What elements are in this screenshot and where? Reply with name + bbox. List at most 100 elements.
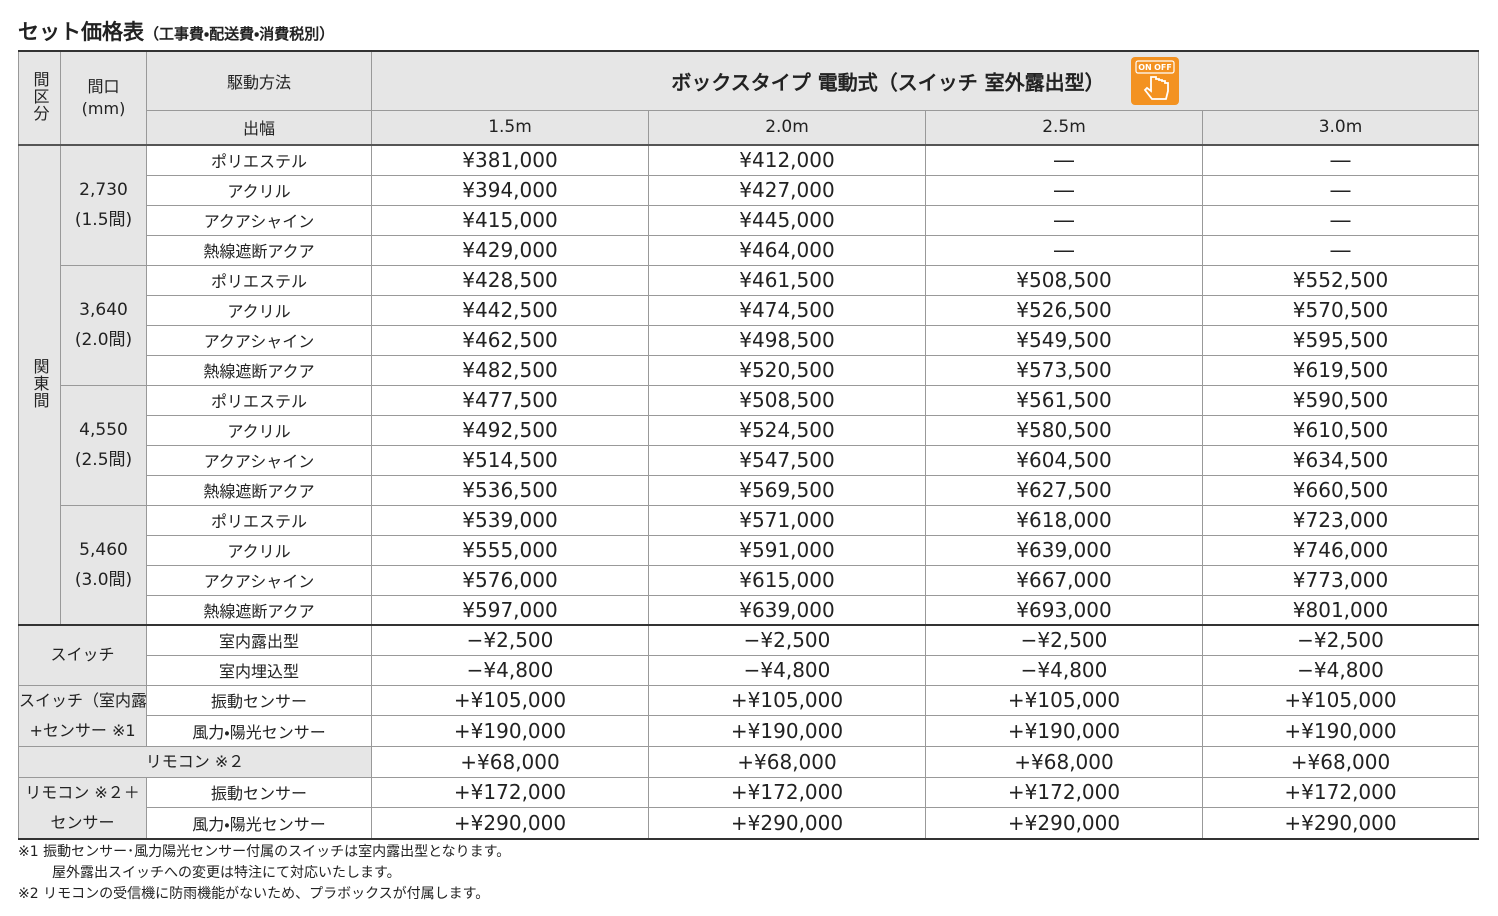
- price: ¥634,500: [1201, 444, 1480, 476]
- region: 関東間: [18, 144, 61, 626]
- price: ¥381,000: [371, 144, 649, 176]
- price-row: アクアシャイン ¥462,500 ¥498,500 ¥549,500 ¥595,500: [19, 324, 1480, 356]
- option-label: スイッチ: [18, 624, 147, 686]
- material: アクリル: [146, 294, 372, 326]
- price: ¥428,500: [371, 264, 649, 296]
- option-row: スイッチ（室内露出型）+センサー ※1振動センサー+¥105,000+¥105,…: [18, 684, 1480, 747]
- subtitle: （工事費・配送費・消費税別）: [144, 25, 335, 43]
- projection: 1.5m: [371, 109, 649, 146]
- width-header-line: 間口: [87, 77, 120, 96]
- price: ¥552,500: [1201, 264, 1480, 296]
- option-price: +¥190,000: [1201, 715, 1480, 747]
- label-line: +センサー ※1: [29, 720, 136, 740]
- price: ¥573,500: [925, 354, 1203, 386]
- projection: 3.0m: [1201, 109, 1480, 146]
- width: 4,550: [79, 420, 128, 440]
- option-price: +¥172,000: [648, 776, 926, 809]
- option-label: リモコン ※２＋ センサー: [18, 776, 147, 839]
- price: ¥477,500: [371, 384, 649, 416]
- price-row: 関東間 2,730 (1.5間) ポリエステル ¥381,000 ¥412,000 ― ―: [18, 144, 1480, 626]
- price: ¥591,000: [648, 534, 926, 566]
- material: ポリエステル: [146, 264, 372, 296]
- price: ¥660,500: [1201, 474, 1480, 506]
- price: ¥526,500: [925, 294, 1203, 326]
- title: セット価格表: [18, 20, 144, 44]
- projection: 2.0m: [648, 109, 926, 146]
- option-price: +¥190,000: [648, 715, 926, 747]
- price: ¥462,500: [371, 324, 649, 356]
- option-row: 風力・陽光センサー +¥290,000 +¥290,000 +¥290,000 +¥29…: [19, 807, 1480, 839]
- note: ※2 リモコンの受信機に防雨機能がないため、プラボックスが付属します。: [18, 886, 490, 902]
- header-row: 間区分 間口 (mm) 駆動方法 ボックスタイプ 電動式（スイッチ 室外露出型） ON OF…: [18, 50, 1480, 146]
- price: ¥520,500: [648, 354, 926, 386]
- option-price: −¥2,500: [1201, 624, 1480, 656]
- material: アクアシャイン: [146, 564, 372, 596]
- option-name: 振動センサー: [146, 776, 372, 809]
- price: ¥539,000: [371, 504, 649, 536]
- price: ¥394,000: [371, 174, 649, 206]
- note: ※1 振動センサー･風力陽光センサー付属のスイッチは室内露出型となります。: [18, 844, 511, 860]
- option-price: +¥105,000: [925, 684, 1203, 716]
- option-price: +¥290,000: [648, 807, 926, 839]
- width-header: 間口 (mm): [60, 50, 147, 146]
- heading: セット価格表（工事費・配送費・消費税別）: [18, 16, 334, 46]
- price-row: 5,460 (3.0間) ポリエステル ¥539,000 ¥571,000 ¥618,00…: [19, 504, 1480, 626]
- projection: 2.5m: [925, 109, 1203, 146]
- price: ―: [925, 204, 1203, 236]
- switch-icon: ON OFF: [1130, 56, 1179, 105]
- price: ¥549,500: [925, 324, 1203, 356]
- category-text: 間区分: [30, 70, 50, 122]
- price: ¥615,000: [648, 564, 926, 596]
- price: ¥639,000: [648, 594, 926, 626]
- material: ポリエステル: [146, 144, 372, 176]
- price: ¥627,500: [925, 474, 1203, 506]
- price: ¥445,000: [648, 204, 926, 236]
- option-price: +¥105,000: [1201, 684, 1480, 716]
- price: ¥610,500: [1201, 414, 1480, 446]
- price: ¥570,500: [1201, 294, 1480, 326]
- width: 3,640: [79, 300, 128, 320]
- option-row: リモコン ※２ +¥68,000 +¥68,000 +¥68,000 +¥68,000: [18, 745, 1480, 778]
- price: ¥561,500: [925, 384, 1203, 416]
- option-row: スイッチ 室内露出型 −¥2,500 −¥2,500 −¥2,500 −¥2,500: [18, 624, 1480, 686]
- ken: (3.0間): [74, 569, 133, 590]
- icon-switch: [1135, 60, 1175, 74]
- product-header: ボックスタイプ 電動式（スイッチ 室外露出型） ON OFF: [370, 50, 1480, 111]
- price-table: 間区分 間口 (mm) 駆動方法 ボックスタイプ 電動式（スイッチ 室外露出型） ON OF…: [18, 50, 1480, 840]
- width: 2,730: [79, 180, 128, 201]
- option-row: リモコン ※２＋ センサー 振動センサー +¥172,000 +¥172,000 +¥17…: [18, 776, 1480, 839]
- price: ―: [1201, 234, 1480, 266]
- price-row: アクアシャイン ¥576,000 ¥615,000 ¥667,000 ¥773,000: [19, 564, 1480, 596]
- ken: (2.5間): [74, 450, 133, 470]
- price: ¥555,000: [371, 534, 649, 566]
- price-row: 3,640 (2.0間) ポリエステル ¥428,500 ¥461,500 ¥508,50…: [19, 264, 1480, 386]
- price: ―: [1201, 144, 1480, 176]
- label-line: リモコン ※２: [145, 751, 245, 771]
- price: ¥461,500: [648, 264, 926, 296]
- material: 熱線遮断アクア: [146, 594, 372, 626]
- note: 屋外露出スイッチへの変更は特注にて対応いたします。: [52, 865, 401, 881]
- option-price: −¥2,500: [925, 624, 1203, 656]
- price: ¥498,500: [648, 324, 926, 356]
- option-name: 風力・陽光センサー: [146, 807, 372, 839]
- material: 熱線遮断アクア: [146, 234, 372, 266]
- label-line: リモコン ※２＋: [25, 782, 140, 802]
- price: ¥723,000: [1201, 504, 1480, 536]
- price: ―: [1201, 204, 1480, 236]
- material: 熱線遮断アクア: [146, 354, 372, 386]
- price: ¥604,500: [925, 444, 1203, 476]
- width-cell: 2,730 (1.5間): [60, 144, 147, 266]
- material: 熱線遮断アクア: [146, 474, 372, 506]
- material: アクリル: [146, 534, 372, 566]
- price: ¥427,000: [648, 174, 926, 206]
- price: ―: [925, 174, 1203, 206]
- icon-on: ON: [1138, 63, 1152, 72]
- price: ¥576,000: [371, 564, 649, 596]
- price: ¥412,000: [648, 144, 926, 176]
- option-price: +¥190,000: [925, 715, 1203, 747]
- price-row: アクリル ¥492,500 ¥524,500 ¥580,500 ¥610,500: [19, 414, 1480, 446]
- category-header: 間区分: [18, 50, 61, 146]
- price: ¥801,000: [1201, 594, 1480, 626]
- option-price: +¥172,000: [925, 776, 1203, 809]
